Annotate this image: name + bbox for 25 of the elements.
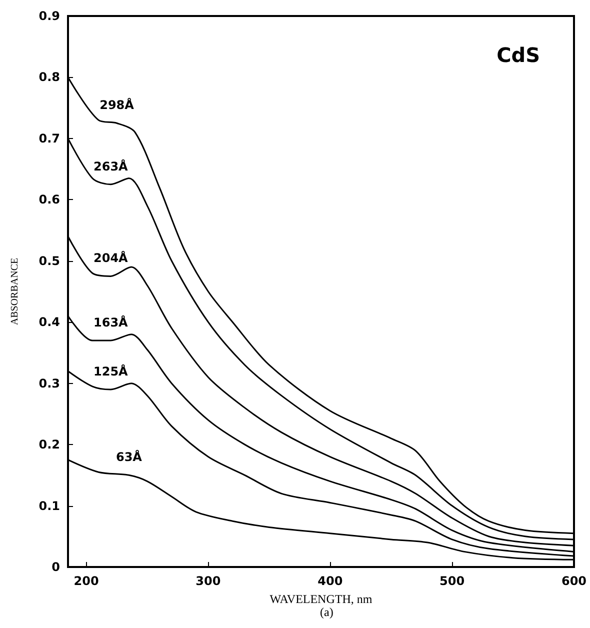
text: CdS xyxy=(496,43,540,67)
text: (a) xyxy=(320,605,334,619)
y-axis-title: ABSORBANCE xyxy=(10,258,20,326)
x-axis-title: WAVELENGTH, nm xyxy=(270,592,373,606)
series-label: 298Å xyxy=(100,97,135,112)
y-tick-label: 0 xyxy=(52,560,60,574)
x-tick-label: 200 xyxy=(74,574,99,588)
series-label: 125Å xyxy=(94,363,129,378)
series-label: 204Å xyxy=(94,250,129,266)
y-tick-label: 0.6 xyxy=(38,192,60,207)
x-tick-label: 300 xyxy=(196,574,221,588)
series-label: 63Å xyxy=(116,449,143,464)
y-tick-label: 0.3 xyxy=(38,376,60,390)
series-label: 163Å xyxy=(94,314,129,330)
y-tick-label: 0.4 xyxy=(38,315,60,330)
y-tick-label: 0.5 xyxy=(38,254,60,268)
y-tick-label: 0.2 xyxy=(38,438,60,452)
y-tick-label: 0.9 xyxy=(38,9,60,23)
y-tick-label: 0.1 xyxy=(38,498,60,513)
x-tick-label: 600 xyxy=(561,574,587,588)
x-tick-label: 400 xyxy=(318,574,343,588)
y-tick-label: 0.8 xyxy=(38,70,60,84)
series-label: 263Å xyxy=(94,158,129,174)
x-tick-label: 500 xyxy=(440,574,465,588)
y-tick-label: 0.7 xyxy=(38,131,60,146)
